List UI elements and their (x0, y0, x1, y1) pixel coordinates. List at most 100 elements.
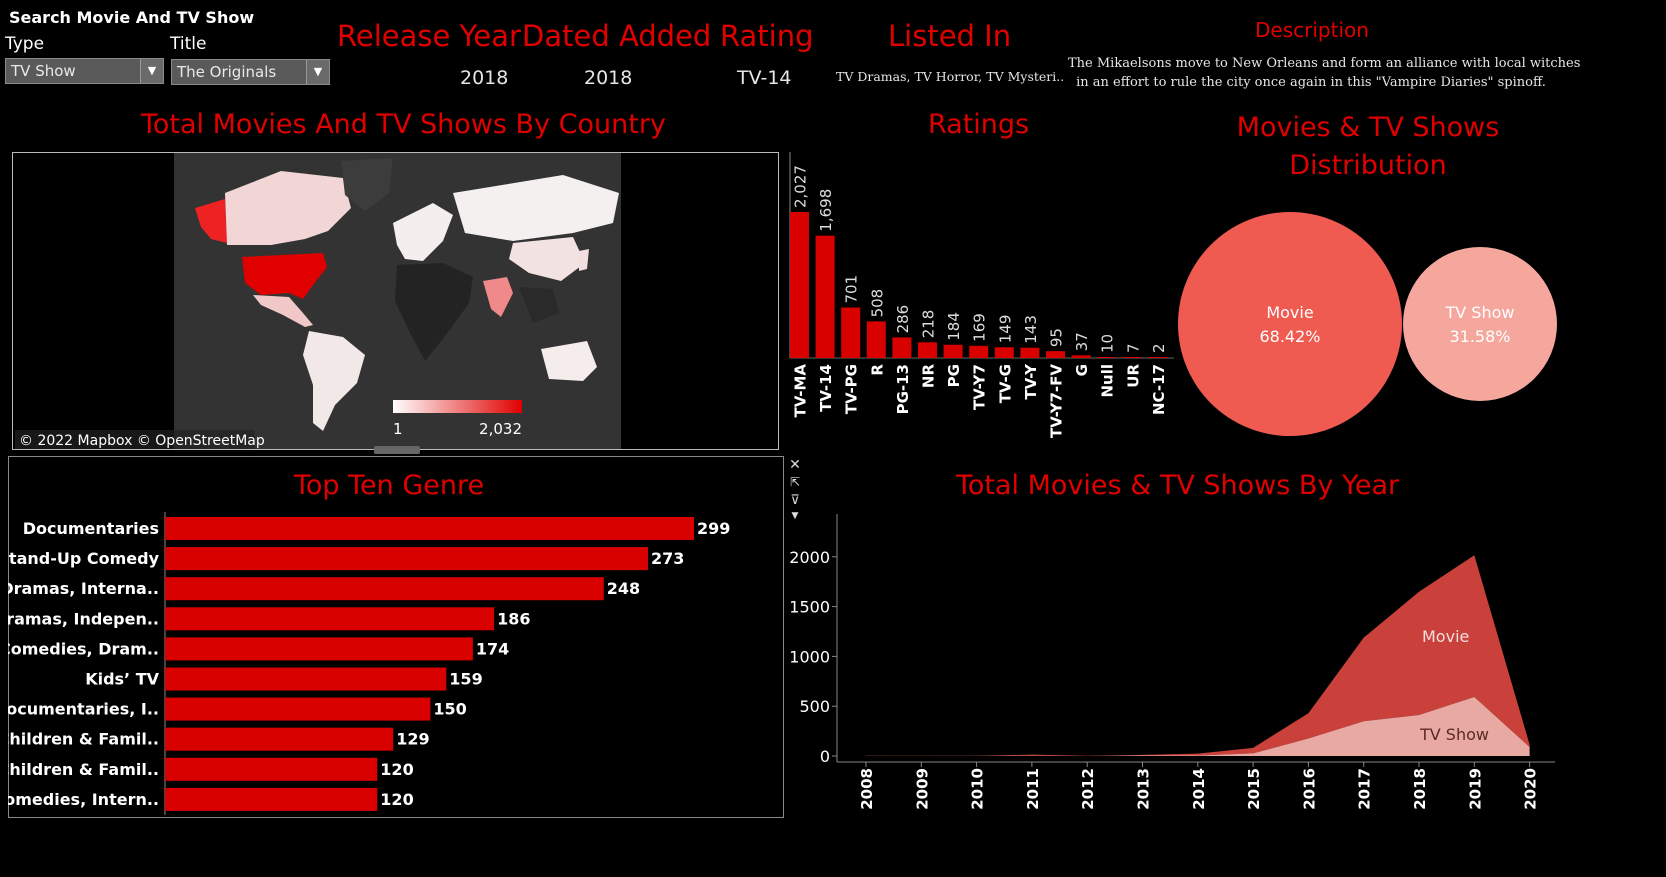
rating-header: Rating (720, 19, 814, 53)
genre-value-label: 186 (497, 609, 530, 628)
description-line-1: The Mikaelsons move to New Orleans and f… (1068, 56, 1581, 71)
ratings-category-label: PG-13 (894, 364, 912, 414)
ratings-category-label: TV-Y7-FV (1048, 364, 1066, 439)
popout-icon[interactable]: ⇱ (789, 475, 801, 489)
genre-category-label: Documentaries (23, 519, 159, 538)
genre-category-label: Stand-Up Comedy (8, 549, 160, 568)
map-frame[interactable]: 1 2,032 © 2022 Mapbox © OpenStreetMap (12, 152, 779, 450)
movie-area (866, 555, 1530, 756)
ratings-bar-label: 286 (894, 305, 912, 334)
map-title: Total Movies And TV Shows By Country (141, 109, 666, 140)
genre-chart: Documentaries 299 Stand-Up Comedy 273 Dramas… (8, 512, 730, 815)
genre-category-label: Comedies, Dram.. (8, 639, 159, 658)
ratings-bar-label: 95 (1048, 328, 1066, 347)
listed-in-header: Listed In (888, 19, 1012, 53)
ratings-bar (790, 212, 809, 358)
ratings-chart: 2,027 TV-MA 1,698 TV-14 701 TV-PG 508 R 286 PG-13… (789, 152, 1174, 439)
type-dropdown[interactable]: TV Show ▼ (5, 58, 164, 84)
ratings-bar (969, 345, 989, 358)
country-usa (242, 253, 327, 299)
country-australia (541, 341, 597, 381)
ratings-bar (1046, 351, 1065, 358)
year-x-tick-label: 2011 (1024, 768, 1042, 810)
year-y-tick-label: 2000 (789, 548, 830, 567)
ratings-bar-label: 508 (868, 289, 886, 318)
ratings-category-label: Null (1099, 364, 1117, 398)
ratings-category-label: NC-17 (1150, 364, 1168, 415)
panel-toolbar: ✕ ⇱ ⊽ ▼ (786, 457, 804, 529)
ratings-bar (1071, 355, 1091, 358)
ratings-category-label: TV-G (996, 364, 1014, 403)
genre-bar (165, 637, 473, 661)
ratings-bar-label: 2 (1150, 343, 1168, 353)
ratings-bar (994, 347, 1014, 358)
country-japan (579, 249, 589, 271)
resize-handle[interactable] (374, 446, 420, 454)
ratings-bar (1097, 357, 1117, 358)
distribution-chart: Movie 68.42% TV Show 31.58% (1178, 212, 1557, 436)
country-mexico (253, 295, 313, 327)
close-icon[interactable]: ✕ (789, 457, 801, 473)
year-x-tick-label: 2010 (969, 768, 987, 810)
year-x-tick-label: 2013 (1135, 768, 1153, 810)
ratings-bar (892, 337, 912, 358)
country-china (509, 237, 585, 281)
title-dropdown-value: The Originals (177, 63, 277, 81)
chevron-down-icon[interactable]: ▼ (140, 59, 163, 83)
genre-value-label: 248 (607, 579, 640, 598)
genre-panel[interactable] (8, 456, 784, 818)
ratings-bar-label: 701 (843, 275, 861, 304)
description-line-2: in an effort to rule the city once again… (1076, 75, 1546, 90)
by-year-title: Total Movies & TV Shows By Year (956, 470, 1400, 501)
country-greenland (341, 158, 393, 211)
world-map[interactable]: 1 2,032 © 2022 Mapbox © OpenStreetMap (13, 153, 779, 450)
year-x-tick-label: 2020 (1522, 768, 1540, 810)
map-legend-min: 1 (393, 420, 403, 438)
ratings-category-label: TV-MA (792, 364, 810, 418)
ratings-category-label: R (868, 364, 886, 376)
release-year-value: 2018 (460, 67, 509, 89)
ratings-title: Ratings (928, 109, 1030, 140)
genre-bar (165, 727, 394, 751)
year-y-tick-label: 500 (799, 697, 830, 716)
ratings-bar (1020, 347, 1040, 358)
map-attribution-bg (15, 430, 255, 449)
genre-bar (165, 517, 694, 540)
title-dropdown[interactable]: The Originals ▼ (171, 59, 330, 85)
country-india (483, 277, 513, 317)
ratings-category-label: UR (1124, 364, 1142, 388)
country-africa (395, 263, 473, 361)
genre-value-label: 159 (449, 670, 482, 689)
title-label: Title (170, 34, 207, 54)
genre-category-label: Dramas, Indepen.. (8, 609, 159, 628)
ratings-bar-label: 218 (920, 310, 938, 339)
map-legend-gradient (393, 400, 522, 413)
filter-icon[interactable]: ⊽ (790, 493, 800, 508)
ratings-bar (841, 307, 861, 358)
genre-bar (165, 607, 495, 631)
chevron-down-icon[interactable]: ▼ (306, 60, 329, 84)
ratings-bar (866, 321, 886, 358)
more-options-icon[interactable]: ▼ (791, 511, 799, 521)
country-canada (225, 171, 351, 245)
ratings-bar-label: 2,027 (792, 165, 810, 208)
by-year-chart: 0 500 1000 1500 2000 2008 2009 2010 2011 2012 2013… (789, 514, 1555, 810)
map-attribution: © 2022 Mapbox © OpenStreetMap (19, 433, 265, 449)
tv-show-area (866, 697, 1530, 756)
country-russia (453, 175, 619, 241)
genre-category-label: Dramas, Interna.. (8, 579, 159, 598)
release-year-header: Release Year (337, 19, 521, 53)
genre-bar (165, 547, 648, 571)
year-x-tick-label: 2019 (1466, 768, 1484, 810)
genre-value-label: 120 (380, 790, 413, 809)
date-added-header: Dated Added (522, 19, 712, 53)
ratings-bar-label: 37 (1073, 332, 1091, 351)
genre-bar (165, 757, 378, 781)
ratings-bar (1148, 357, 1168, 358)
year-x-tick-label: 2018 (1411, 768, 1429, 810)
ratings-bar-label: 149 (996, 315, 1014, 344)
ratings-bar-label: 169 (971, 313, 989, 342)
genre-bar (165, 577, 604, 601)
ratings-bar-label: 1,698 (817, 189, 835, 232)
genre-category-label: Children & Famil.. (8, 730, 159, 749)
